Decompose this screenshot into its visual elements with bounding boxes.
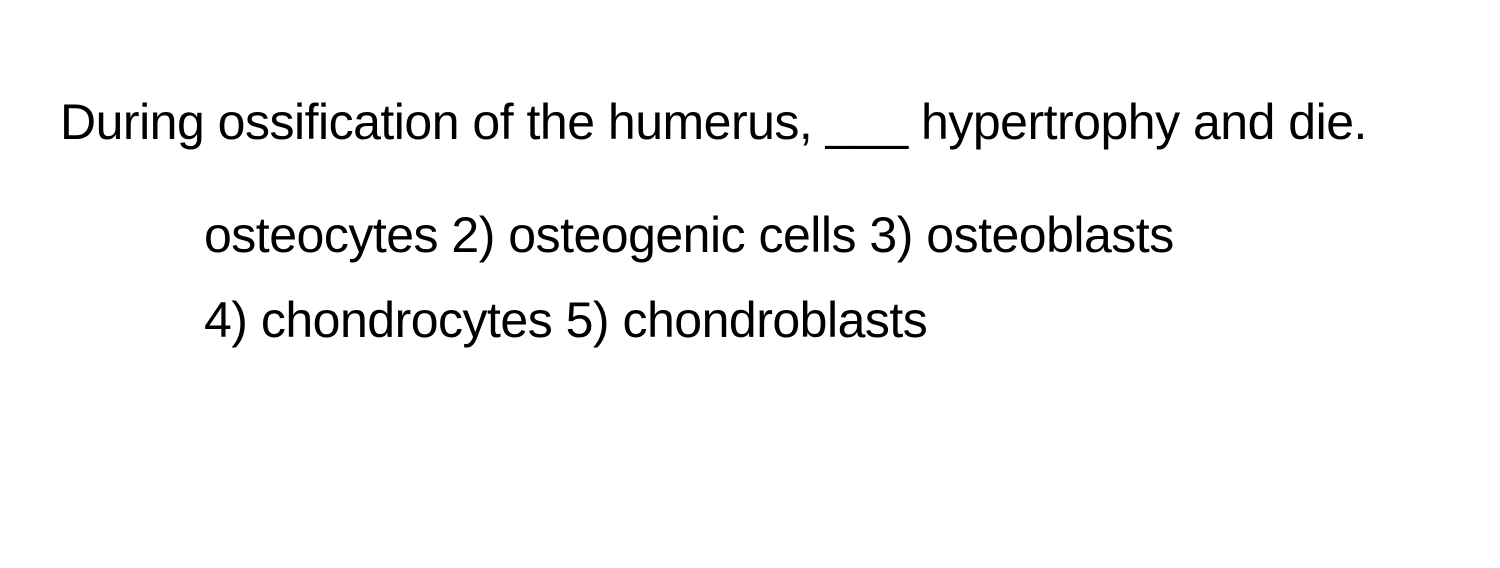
options-block: osteocytes 2) osteogenic cells 3) osteob… [60, 193, 1440, 363]
question-stem: During ossification of the humerus, ___ … [60, 80, 1440, 165]
options-line-1: osteocytes 2) osteogenic cells 3) osteob… [204, 193, 1440, 278]
options-line-2: 4) chondrocytes 5) chondroblasts [204, 278, 1440, 363]
